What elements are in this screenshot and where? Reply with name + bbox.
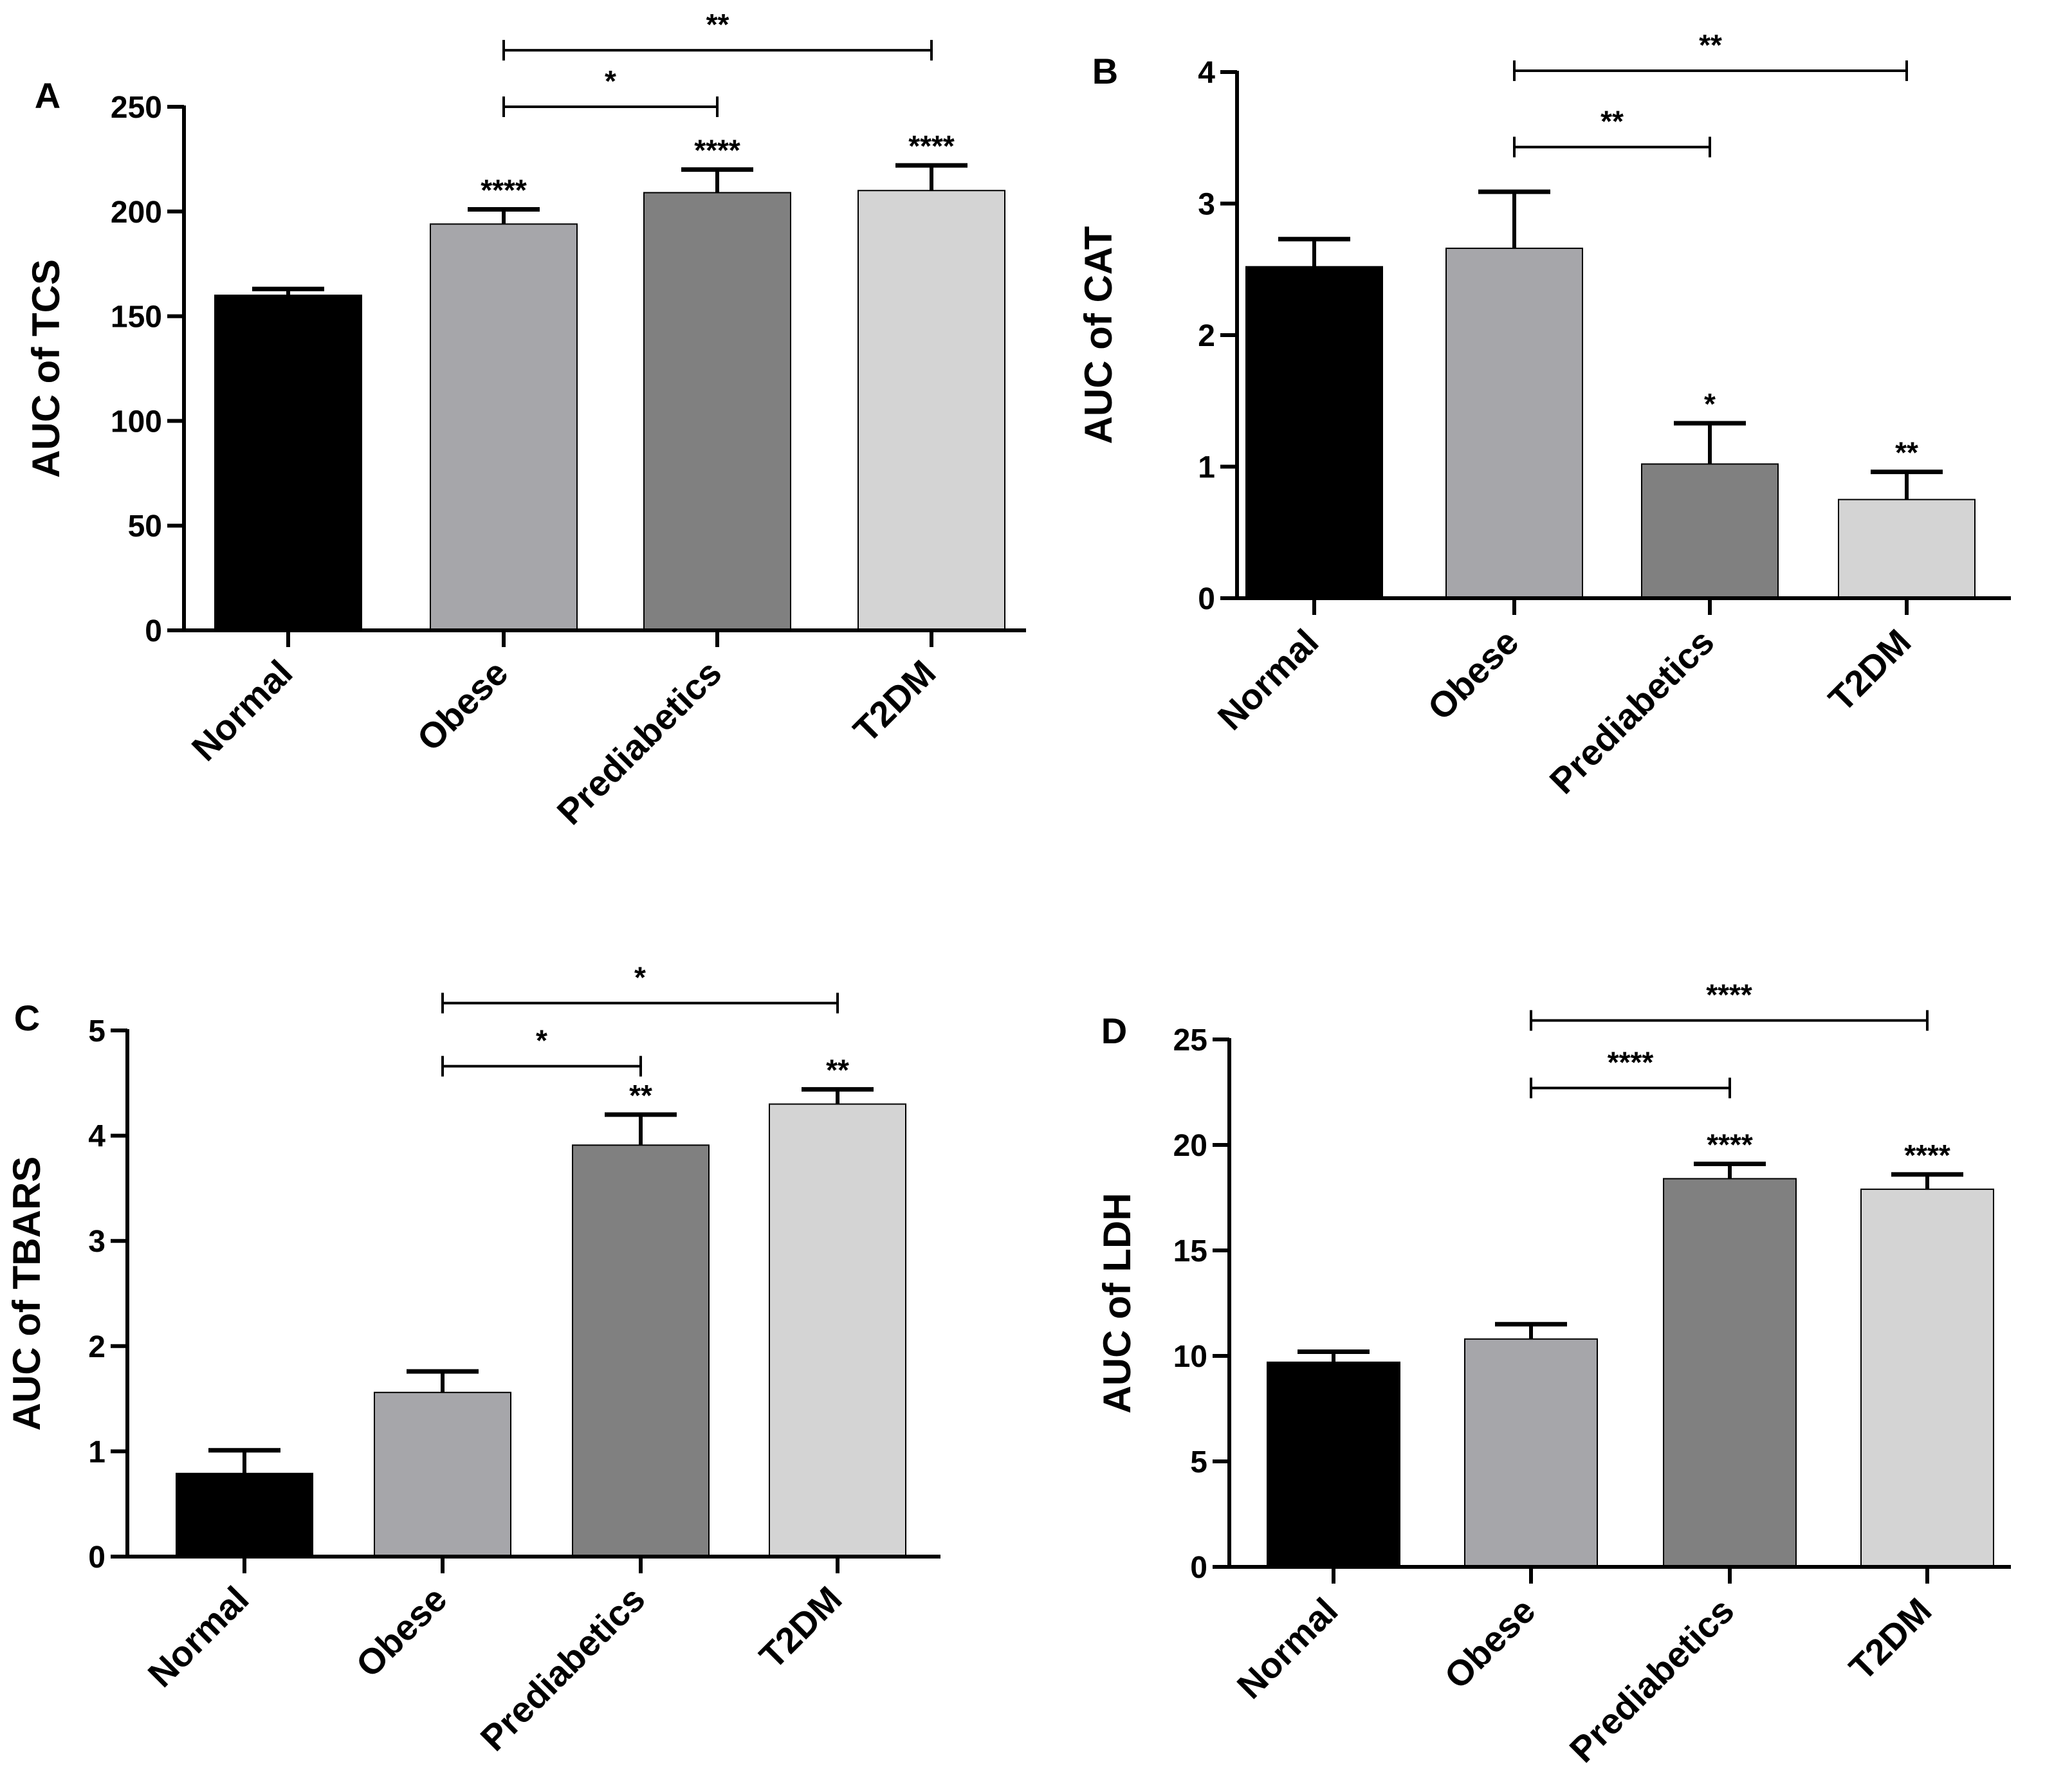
- comparison-label: ****: [1608, 1045, 1654, 1079]
- x-tick-label: T2DM: [751, 1578, 849, 1676]
- y-tick-label: 4: [1198, 56, 1215, 90]
- x-tick-label: Normal: [184, 652, 300, 769]
- x-tick-label: Obese: [409, 652, 516, 759]
- y-tick-label: 2: [88, 1330, 105, 1364]
- significance-mark: *: [1704, 387, 1716, 421]
- comparison-label: *: [536, 1024, 547, 1057]
- bar-prediabetics: [1663, 1178, 1797, 1568]
- y-tick-label: 3: [88, 1225, 105, 1259]
- y-axis-title: AUC of LDH: [1096, 1193, 1139, 1413]
- y-tick-label: 0: [145, 614, 162, 648]
- bar-obese: [1445, 248, 1583, 599]
- x-tick-label: T2DM: [845, 652, 943, 750]
- x-tick-label: Normal: [1210, 621, 1326, 738]
- x-tick-label: T2DM: [1820, 621, 1918, 719]
- x-tick-label: Prediabetics: [1561, 1590, 1741, 1770]
- comparison-label: ****: [1706, 978, 1752, 1011]
- bar-t2dm: [1860, 1188, 1994, 1568]
- x-tick-label: Prediabetics: [472, 1578, 652, 1759]
- panel-letter: D: [1101, 1010, 1127, 1051]
- y-tick-label: 100: [111, 405, 162, 439]
- y-tick-label: 50: [128, 509, 162, 544]
- significance-mark: **: [1895, 436, 1918, 470]
- y-axis-title: AUC of CAT: [1077, 226, 1120, 444]
- x-tick-label: Prediabetics: [549, 652, 729, 832]
- bar-prediabetics: [643, 192, 791, 632]
- y-tick-label: 0: [88, 1541, 105, 1575]
- bar-obese: [374, 1391, 511, 1557]
- x-tick-label: Obese: [1420, 621, 1527, 728]
- significance-mark: **: [826, 1054, 849, 1087]
- y-tick-label: 4: [88, 1120, 105, 1154]
- y-axis-title: AUC of TBARS: [5, 1157, 48, 1431]
- bar-t2dm: [857, 190, 1005, 631]
- x-tick-label: Normal: [140, 1578, 257, 1695]
- y-tick-label: 2: [1198, 319, 1215, 353]
- panel-letter: A: [35, 75, 60, 116]
- bar-prediabetics: [1641, 463, 1779, 599]
- comparison-label: *: [634, 960, 646, 994]
- panel-a: A AUC of TCS **** **** **** 0 50 100 150 200 250 No…: [24, 8, 1026, 832]
- significance-mark: ****: [694, 134, 740, 167]
- y-tick-label: 1: [88, 1435, 105, 1469]
- comparison-label: **: [1600, 105, 1624, 138]
- x-tick-label: Normal: [1229, 1590, 1346, 1706]
- significance-mark: ****: [481, 174, 527, 207]
- bar-t2dm: [769, 1103, 906, 1557]
- y-tick-label: 1: [1198, 451, 1215, 485]
- bar-normal: [214, 295, 362, 632]
- y-tick-label: 20: [1173, 1129, 1207, 1163]
- panel-letter: B: [1092, 51, 1118, 91]
- x-tick-label: Prediabetics: [1541, 621, 1721, 801]
- bar-obese: [1464, 1338, 1598, 1568]
- significance-mark: ****: [1707, 1128, 1753, 1162]
- bar-normal: [1267, 1361, 1400, 1568]
- y-axis-title: AUC of TCS: [24, 259, 68, 478]
- significance-mark: **: [629, 1079, 652, 1112]
- x-tick-label: Obese: [1436, 1590, 1543, 1697]
- panel-letter: C: [14, 998, 40, 1038]
- comparison-label: **: [1699, 28, 1722, 62]
- bar-normal: [1245, 266, 1383, 599]
- comparison-label: **: [706, 8, 729, 41]
- y-tick-label: 5: [88, 1014, 105, 1048]
- y-tick-label: 15: [1173, 1234, 1207, 1268]
- y-tick-label: 0: [1198, 582, 1215, 616]
- panel-d: D AUC of LDH **** **** 0 5 10 15 20 25 Normal Obese…: [1096, 978, 2011, 1770]
- x-tick-label: T2DM: [1841, 1590, 1939, 1688]
- significance-mark: ****: [1904, 1138, 1950, 1172]
- bar-t2dm: [1838, 498, 1976, 599]
- significance-mark: ****: [908, 129, 955, 163]
- y-tick-label: 250: [111, 91, 162, 125]
- y-tick-label: 200: [111, 196, 162, 230]
- y-tick-label: 25: [1173, 1023, 1207, 1057]
- y-tick-label: 5: [1190, 1445, 1207, 1479]
- bar-prediabetics: [572, 1144, 710, 1557]
- y-tick-label: 3: [1198, 188, 1215, 222]
- y-tick-label: 150: [111, 300, 162, 334]
- bar-normal: [176, 1472, 313, 1558]
- y-tick-label: 10: [1173, 1340, 1207, 1374]
- y-tick-label: 0: [1190, 1551, 1207, 1585]
- bar-obese: [430, 223, 578, 631]
- comparison-label: *: [605, 64, 616, 98]
- x-tick-label: Obese: [348, 1578, 455, 1685]
